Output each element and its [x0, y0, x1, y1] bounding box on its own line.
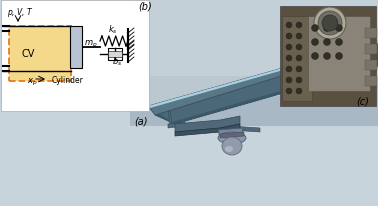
Polygon shape	[130, 0, 378, 126]
Circle shape	[336, 39, 342, 46]
Polygon shape	[220, 132, 244, 138]
Ellipse shape	[225, 146, 233, 152]
Polygon shape	[155, 47, 378, 124]
Bar	[282, 17, 312, 102]
Bar	[108, 52, 122, 58]
Bar	[9, 27, 71, 82]
Bar	[108, 49, 122, 61]
Circle shape	[296, 89, 302, 95]
Bar	[1, 1, 149, 111]
Text: $b_s$: $b_s$	[112, 55, 122, 67]
Bar	[365, 77, 377, 87]
Circle shape	[286, 23, 292, 29]
Circle shape	[324, 53, 330, 60]
Circle shape	[311, 25, 319, 32]
Polygon shape	[168, 122, 185, 128]
Polygon shape	[148, 64, 378, 124]
Circle shape	[324, 25, 330, 32]
Circle shape	[296, 45, 302, 51]
Polygon shape	[130, 0, 378, 77]
Text: $x_p$: $x_p$	[27, 76, 38, 87]
Circle shape	[286, 34, 292, 40]
Text: (b): (b)	[138, 1, 152, 11]
Circle shape	[286, 45, 292, 51]
Circle shape	[286, 67, 292, 73]
Polygon shape	[168, 111, 172, 124]
Circle shape	[296, 34, 302, 40]
Text: (c): (c)	[356, 96, 369, 105]
Bar	[365, 61, 377, 71]
Circle shape	[311, 53, 319, 60]
Polygon shape	[130, 87, 378, 126]
Polygon shape	[148, 42, 378, 115]
Circle shape	[318, 12, 342, 36]
Polygon shape	[175, 124, 240, 136]
Circle shape	[296, 56, 302, 62]
Circle shape	[336, 53, 342, 60]
Polygon shape	[230, 126, 260, 132]
Polygon shape	[148, 42, 378, 109]
Circle shape	[286, 56, 292, 62]
Ellipse shape	[222, 137, 242, 155]
Text: $k_s$: $k_s$	[108, 23, 118, 35]
Text: $m_p$: $m_p$	[84, 38, 98, 49]
Circle shape	[296, 67, 302, 73]
Circle shape	[324, 39, 330, 46]
Bar	[308, 17, 370, 91]
Text: CV: CV	[22, 49, 36, 59]
Circle shape	[314, 8, 346, 40]
Ellipse shape	[218, 132, 246, 144]
Circle shape	[336, 25, 342, 32]
Bar	[70, 27, 82, 69]
Circle shape	[286, 89, 292, 95]
Bar	[365, 29, 377, 39]
Bar	[280, 7, 376, 107]
Circle shape	[296, 78, 302, 84]
Polygon shape	[218, 128, 244, 138]
Text: (a): (a)	[134, 116, 147, 126]
Circle shape	[286, 78, 292, 84]
Text: Cylinder: Cylinder	[52, 76, 84, 85]
Circle shape	[311, 39, 319, 46]
Circle shape	[322, 16, 338, 32]
Circle shape	[296, 23, 302, 29]
Text: $p$, V, $T$: $p$, V, $T$	[7, 6, 34, 19]
Bar	[365, 45, 377, 55]
Polygon shape	[175, 116, 240, 132]
